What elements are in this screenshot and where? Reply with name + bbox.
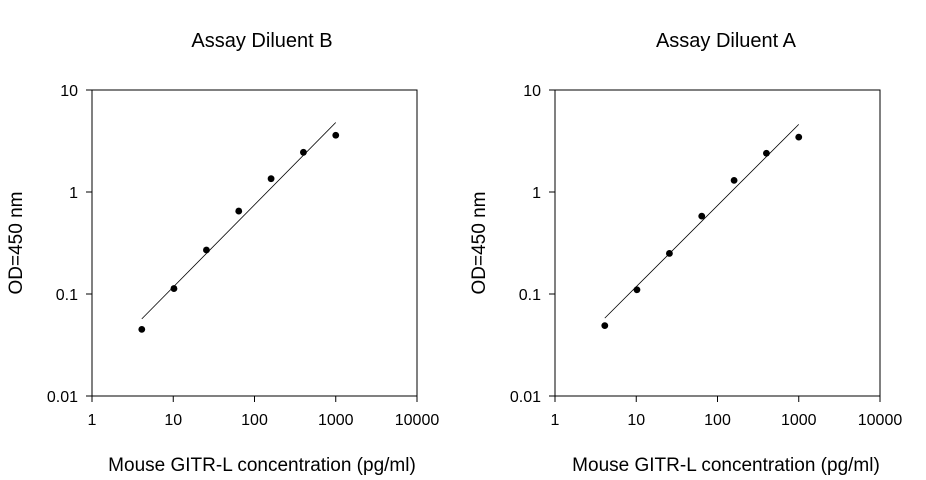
plot-frame [554, 89, 881, 397]
data-point [267, 175, 275, 183]
data-point [666, 250, 673, 257]
data-point [633, 286, 641, 294]
y-axis-label: OD=450 nm [6, 192, 27, 295]
data-point [300, 148, 307, 156]
data-point [763, 149, 770, 157]
data-point [795, 133, 803, 141]
x-axis-label: Mouse GITR-L concentration (pg/ml) [572, 455, 880, 476]
data-point [170, 285, 178, 292]
x-tick-label: 10000 [858, 412, 903, 429]
x-axis-label: Mouse GITR-L concentration (pg/ml) [108, 455, 416, 476]
y-tick-label: 0.01 [510, 389, 541, 406]
data-point [138, 325, 146, 333]
y-tick-label: 10 [523, 83, 541, 100]
x-tick-label: 1 [88, 412, 97, 429]
chart-title: Assay Diluent A [656, 30, 797, 52]
data-point [698, 212, 706, 220]
fit-line [604, 124, 800, 319]
data-point [235, 207, 243, 215]
y-tick-label: 0.01 [47, 389, 78, 406]
x-tick-label: 10000 [395, 412, 440, 429]
y-tick-label: 10 [60, 83, 78, 100]
y-axis-label: OD=450 nm [469, 192, 490, 295]
data-point [730, 176, 738, 184]
x-tick-label: 1000 [318, 412, 354, 429]
data-point [203, 246, 210, 254]
chart-panel-diluent-b: Assay Diluent B 1 10 100 1000 10000 10 1 0.1 0.… [6, 30, 439, 476]
chart-panel-diluent-a: Assay Diluent A 1 10 100 1000 10000 10 1 0.1 0.… [469, 30, 902, 476]
y-tick-label: 1 [69, 185, 78, 202]
x-tick-label: 1000 [781, 412, 817, 429]
chart-title: Assay Diluent B [191, 30, 332, 52]
data-point [332, 131, 340, 139]
x-tick-label: 100 [241, 412, 268, 429]
y-tick-label: 0.1 [56, 287, 78, 304]
y-tick-label: 1 [532, 185, 541, 202]
data-point [601, 322, 609, 329]
x-tick-label: 10 [164, 412, 182, 429]
x-tick-label: 1 [551, 412, 560, 429]
x-tick-label: 10 [627, 412, 645, 429]
y-tick-label: 0.1 [519, 287, 541, 304]
x-tick-label: 100 [704, 412, 731, 429]
plot-frame [91, 89, 418, 397]
